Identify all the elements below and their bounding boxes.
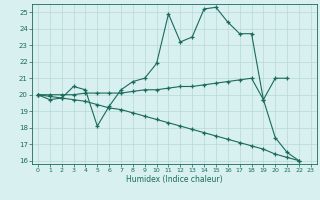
X-axis label: Humidex (Indice chaleur): Humidex (Indice chaleur) xyxy=(126,175,223,184)
